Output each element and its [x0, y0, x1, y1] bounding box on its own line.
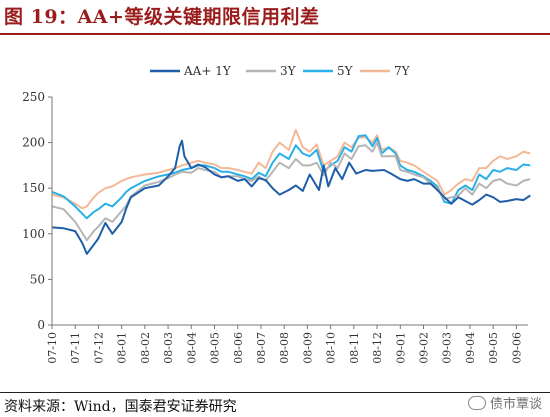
chart-axes: 0 50 100 150 200 250 07-10 07-11 07-12 08-01 08-02… [22, 90, 528, 364]
x-tick-label: 08-07 [255, 332, 268, 364]
x-tick-label: 09-05 [487, 332, 500, 364]
x-tick-label: 07-12 [92, 332, 105, 364]
y-tick-label: 100 [22, 227, 45, 241]
chart-legend: AA+ 1Y 3Y 5Y 7Y [150, 64, 411, 78]
watermark-text: 债市覃谈 [489, 397, 542, 412]
x-tick-label: 08-09 [301, 332, 314, 364]
legend-label: 5Y [337, 64, 354, 78]
x-tick-label: 09-02 [418, 332, 431, 364]
x-tick-label: 09-01 [394, 332, 407, 364]
y-tick-label: 250 [22, 90, 45, 104]
x-tick-label: 07-10 [46, 332, 59, 364]
series-line-0 [51, 139, 531, 255]
footer-divider [0, 392, 550, 393]
x-tick-label: 08-02 [139, 332, 152, 364]
x-tick-label: 08-03 [162, 332, 175, 364]
x-tick-label: 09-03 [441, 332, 454, 364]
x-tick-label: 08-04 [185, 332, 198, 364]
legend-label: AA+ 1Y [183, 64, 232, 78]
x-tick-label: 08-12 [371, 332, 384, 364]
y-tick-label: 50 [30, 272, 45, 286]
x-tick-label: 08-01 [116, 332, 129, 364]
x-tick-label: 08-11 [348, 332, 361, 364]
series-lines [51, 128, 531, 255]
x-tick-label: 08-06 [232, 332, 245, 364]
x-tick-label: 07-11 [69, 332, 82, 364]
credit-spread-line-chart: AA+ 1Y 3Y 5Y 7Y 0 50 100 150 200 250 07-10 07-11 07… [22, 64, 531, 364]
x-tick-label: 09-06 [510, 332, 523, 364]
watermark: 债市覃谈 [467, 393, 542, 412]
y-tick-label: 0 [37, 318, 45, 332]
y-tick-label: 200 [22, 136, 45, 150]
source-note: 资料来源：Wind，国泰君安证券研究 [4, 399, 237, 415]
title-divider [0, 33, 550, 35]
series-line-2 [51, 134, 531, 220]
y-tick-label: 150 [22, 181, 45, 195]
series-line-3 [51, 128, 531, 210]
x-tick-label: 08-05 [209, 332, 222, 364]
x-tick-label: 08-08 [278, 332, 291, 364]
legend-label: 7Y [394, 64, 411, 78]
wechat-logo-icon [467, 396, 486, 410]
x-tick-label: 09-04 [464, 332, 477, 364]
figure-title: 图 19：AA+等级关键期限信用利差 [4, 6, 320, 28]
x-tick-label: 08-10 [325, 332, 338, 364]
legend-label: 3Y [280, 64, 297, 78]
